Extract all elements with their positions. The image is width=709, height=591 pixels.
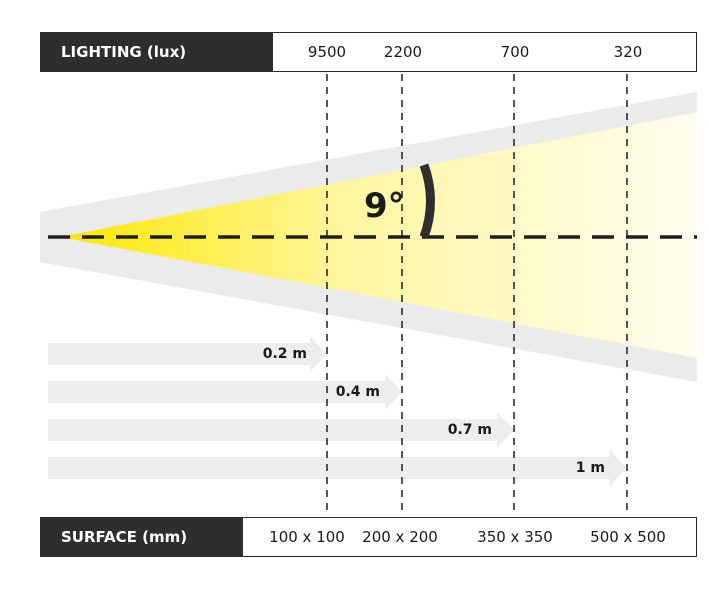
arrow-1m: [48, 450, 627, 486]
lux-value-2: 2200: [383, 43, 423, 61]
lux-value-3: 700: [500, 43, 530, 61]
guide-lines: [326, 74, 628, 515]
surface-value-3: 350 x 350: [477, 528, 553, 546]
lighting-label: LIGHTING (lux): [41, 33, 273, 71]
angle-arc: [419, 163, 435, 239]
surface-value-4: 500 x 500: [590, 528, 666, 546]
arrow-0-7m: [48, 412, 514, 448]
lux-value-1: 9500: [307, 43, 347, 61]
lighting-bar: LIGHTING (lux) 9500 2200 700 320: [40, 32, 697, 72]
beam-light: [60, 112, 697, 358]
arrow-0-2m: [48, 336, 327, 372]
surface-label: SURFACE (mm): [41, 518, 243, 556]
surface-value-2: 200 x 200: [362, 528, 438, 546]
beam-angle-label: 9°: [364, 186, 405, 226]
surface-bar: SURFACE (mm) 100 x 100 200 x 200 350 x 3…: [40, 517, 697, 557]
lux-value-4: 320: [613, 43, 643, 61]
distance-arrows: [48, 336, 627, 486]
distance-label-2: 0.4 m: [335, 384, 380, 400]
distance-label-4: 1 m: [575, 460, 605, 476]
arrow-0-4m: [48, 374, 402, 410]
distance-label-1: 0.2 m: [262, 346, 307, 362]
distance-label-3: 0.7 m: [447, 422, 492, 438]
surface-value-1: 100 x 100: [269, 528, 345, 546]
